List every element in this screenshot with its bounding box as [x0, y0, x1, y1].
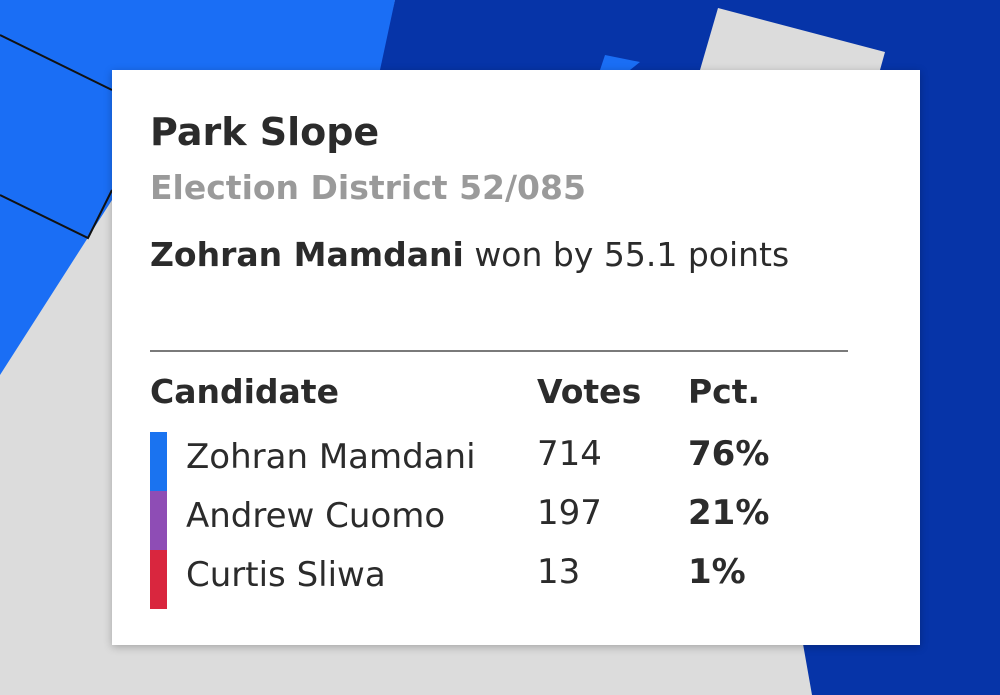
candidate-name: Andrew Cuomo: [186, 496, 446, 536]
candidate-color: [150, 550, 167, 609]
votes: 197: [537, 493, 602, 533]
margin-text: won by 55.1 points: [474, 235, 790, 274]
subtitle: Election District 52/085: [150, 168, 586, 207]
percent: 21%: [688, 493, 770, 533]
district-border: [0, 189, 113, 240]
divider: [150, 350, 848, 352]
tooltip: Park Slope Election District 52/085 Zohr…: [112, 70, 920, 645]
summary: Zohran Mamdani won by 55.1 points: [150, 232, 790, 278]
title: Park Slope: [150, 110, 380, 154]
district-shape: [700, 8, 885, 70]
percent: 76%: [688, 434, 770, 474]
candidate-name: Curtis Sliwa: [186, 555, 386, 595]
district-shape: [600, 55, 640, 70]
percent: 1%: [688, 552, 746, 592]
column-header: Candidate: [150, 372, 339, 411]
district-border: [0, 34, 113, 91]
votes: 13: [537, 552, 581, 592]
candidate-color: [150, 432, 167, 491]
column-header: Votes: [537, 372, 642, 411]
candidate-color: [150, 491, 167, 550]
votes: 714: [537, 434, 602, 474]
candidate-name: Zohran Mamdani: [186, 437, 476, 477]
column-header: Pct.: [688, 372, 761, 411]
winner: Zohran Mamdani: [150, 235, 464, 274]
